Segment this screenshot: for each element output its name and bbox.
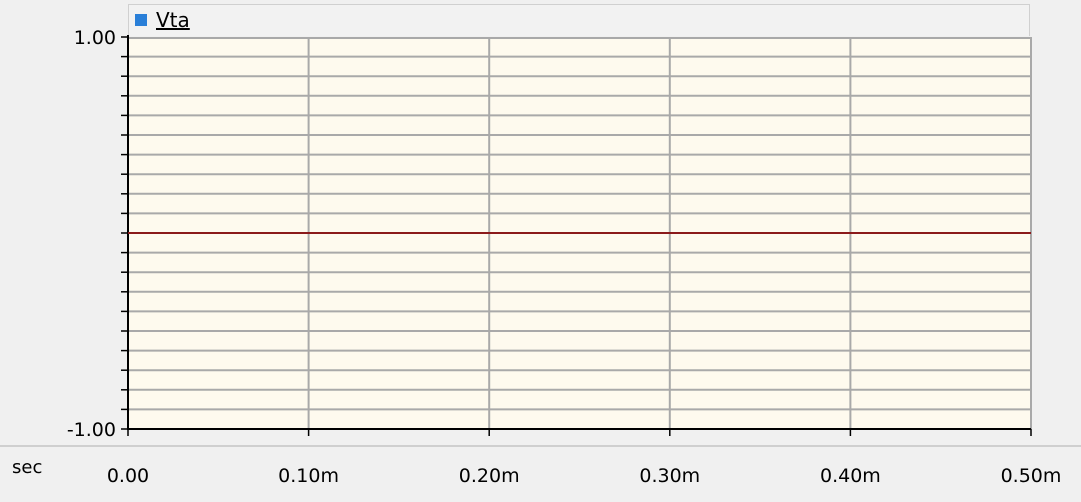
x-axis-divider <box>0 445 1081 447</box>
x-tick-label: 0.10m <box>278 465 339 487</box>
x-tick-label: 0.00 <box>107 465 149 487</box>
x-tick-label: 0.50m <box>1001 465 1062 487</box>
series-color-swatch <box>135 14 147 26</box>
y-tick-label: -1.00 <box>67 419 116 441</box>
x-tick-label: 0.40m <box>820 465 881 487</box>
legend-series-vta[interactable]: Vta <box>156 8 190 32</box>
x-axis-unit-label: sec <box>12 457 43 478</box>
x-tick-label: 0.30m <box>639 465 700 487</box>
x-tick-label: 0.20m <box>459 465 520 487</box>
tick-labels: 1.00 -1.00 0.00 0.10m 0.20m 0.30m 0.40m 0.50m <box>67 27 1062 487</box>
grid-lines <box>128 37 1032 429</box>
y-tick-label: 1.00 <box>74 27 116 49</box>
legend-bar: Vta <box>128 4 1030 36</box>
